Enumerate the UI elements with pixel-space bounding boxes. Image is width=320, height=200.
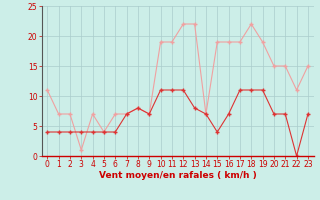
X-axis label: Vent moyen/en rafales ( km/h ): Vent moyen/en rafales ( km/h ): [99, 171, 256, 180]
